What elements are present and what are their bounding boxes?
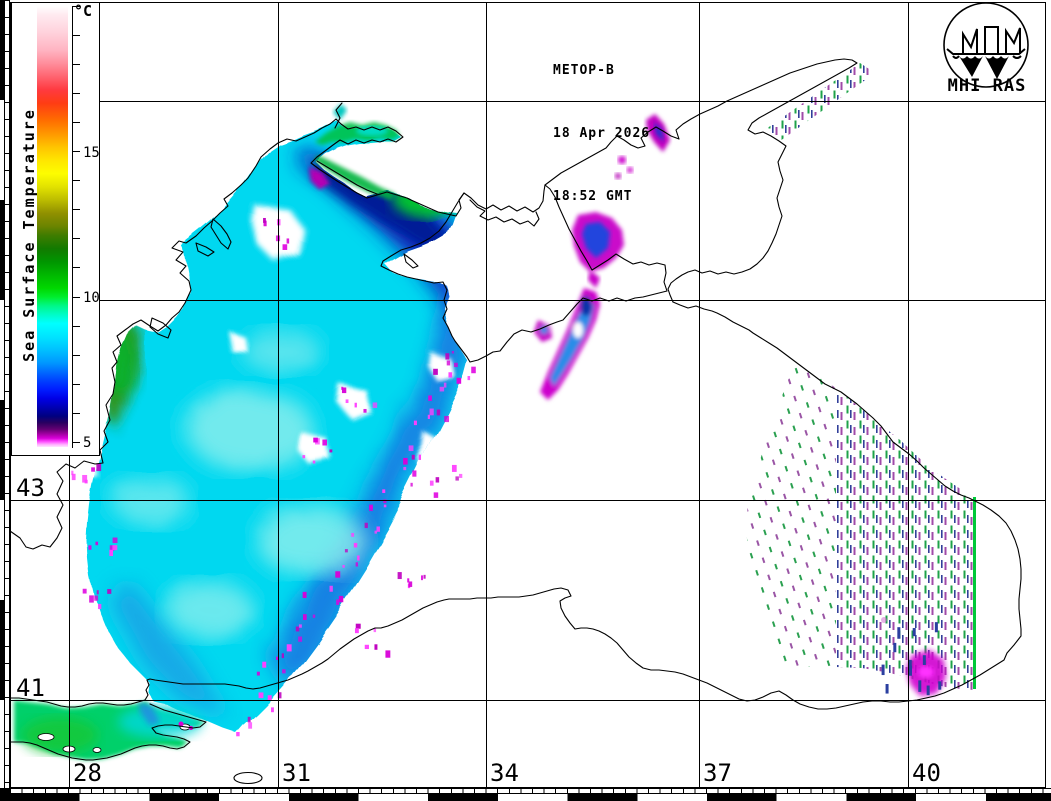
image-annotation: METOP-B 18 Apr 2026 18:52 GMT bbox=[553, 18, 650, 249]
lat-label-41: 41 bbox=[16, 674, 45, 702]
lon-label-31: 31 bbox=[282, 759, 311, 787]
scan-edge-hatch-fan bbox=[746, 63, 976, 696]
colorbar-tick bbox=[72, 412, 80, 414]
coast-crimea bbox=[380, 184, 668, 363]
colorbar-tick bbox=[72, 238, 80, 240]
longitude-degree-bands bbox=[0, 794, 1051, 801]
liman-sasyk bbox=[195, 242, 215, 257]
sst-data-layer bbox=[14, 63, 976, 760]
colorbar-label-10: 10 bbox=[83, 290, 100, 306]
cloud-edge-speckles bbox=[71, 217, 476, 737]
colorbar-axis bbox=[72, 6, 73, 448]
colorbar-tick bbox=[72, 325, 80, 327]
colorbar-tick bbox=[72, 64, 80, 66]
logo-label: MHI RAS bbox=[947, 76, 1027, 96]
mhi-ras-logo bbox=[943, 2, 1029, 88]
colorbar-label-15: 15 bbox=[83, 145, 100, 161]
coast-marmara-south bbox=[9, 703, 207, 761]
coast-marmara-north bbox=[9, 697, 146, 708]
satellite-name: METOP-B bbox=[553, 63, 615, 78]
coastlines bbox=[9, 58, 1022, 785]
coast-azov bbox=[544, 58, 858, 303]
lake-donuzlav bbox=[403, 253, 419, 269]
lon-label-28: 28 bbox=[73, 759, 102, 787]
colorbar-tick bbox=[72, 354, 80, 356]
colorbar-tick bbox=[72, 6, 80, 7]
colorbar-tick bbox=[72, 209, 80, 211]
colorbar-unit: °C bbox=[74, 2, 93, 20]
lon-label-37: 37 bbox=[703, 759, 732, 787]
latitude-minute-ticks bbox=[5, 0, 10, 788]
lon-label-40: 40 bbox=[912, 759, 941, 787]
colorbar-tick bbox=[72, 383, 80, 385]
lon-label-34: 34 bbox=[490, 759, 519, 787]
image-time: 18:52 GMT bbox=[553, 189, 633, 204]
colorbar-tick bbox=[72, 267, 80, 269]
tick-strip-corner bbox=[0, 788, 10, 801]
image-date: 18 Apr 2026 bbox=[553, 126, 651, 141]
longitude-minute-ticks bbox=[0, 788, 1051, 794]
coast-west-mainland bbox=[9, 118, 546, 550]
logo-circle bbox=[943, 2, 1029, 88]
sst-kerch-streak bbox=[534, 288, 600, 400]
sst-marmara bbox=[14, 700, 205, 760]
lagoon-razelm bbox=[149, 317, 172, 339]
lake-iznik bbox=[233, 771, 263, 785]
colorbar-tick bbox=[72, 151, 80, 153]
colorbar-tick bbox=[72, 180, 80, 182]
colorbar-label-5: 5 bbox=[83, 435, 92, 451]
sst-dnieper-estuary bbox=[314, 104, 400, 200]
latitude-tick-strip bbox=[0, 0, 10, 788]
swath-edge-green-line bbox=[973, 497, 976, 689]
longitude-tick-strip bbox=[0, 788, 1051, 801]
spit-tendra bbox=[316, 160, 378, 195]
coast-caucasus-turkey bbox=[144, 301, 1022, 710]
latitude-degree-bands bbox=[0, 0, 5, 788]
colorbar-tick bbox=[72, 122, 80, 124]
sivash-lines bbox=[469, 199, 540, 227]
lat-label-43: 43 bbox=[16, 474, 45, 502]
logo-waves bbox=[959, 56, 1009, 79]
colorbar-tick bbox=[72, 296, 80, 298]
logo-emblem bbox=[946, 26, 1026, 59]
colorbar-tick bbox=[72, 441, 80, 443]
colorbar-tick bbox=[72, 93, 80, 95]
river-bug bbox=[334, 102, 343, 129]
colorbar-panel: Sea Surface Temperature °C 15 10 5 bbox=[11, 2, 100, 456]
liman-dniester bbox=[210, 218, 232, 250]
colorbar-gradient bbox=[37, 6, 68, 447]
colorbar-tick bbox=[72, 35, 80, 37]
